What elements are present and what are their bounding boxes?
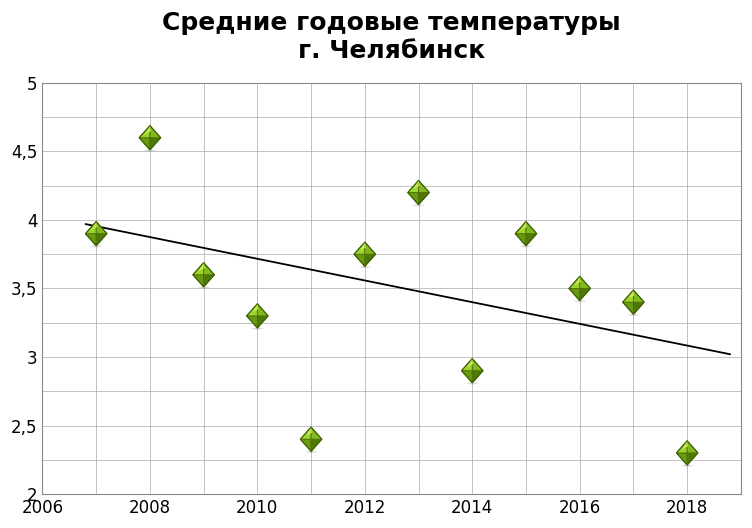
Polygon shape [150,138,161,150]
Polygon shape [676,453,687,465]
Polygon shape [569,288,580,300]
Polygon shape [462,359,472,371]
Polygon shape [311,439,322,451]
Polygon shape [580,288,590,300]
Polygon shape [144,149,156,152]
Title: Средние годовые температуры
г. Челябинск: Средние годовые температуры г. Челябинск [162,11,621,63]
Polygon shape [193,262,204,275]
Polygon shape [468,359,473,367]
Polygon shape [412,204,425,206]
Polygon shape [623,302,633,314]
Polygon shape [354,242,365,254]
Polygon shape [633,302,644,314]
Polygon shape [515,222,526,234]
Polygon shape [300,439,311,451]
Polygon shape [526,222,537,234]
Polygon shape [139,138,150,150]
Polygon shape [521,222,527,230]
Polygon shape [515,234,526,246]
Polygon shape [300,427,311,439]
Polygon shape [462,371,472,383]
Polygon shape [197,286,210,289]
Polygon shape [204,262,214,275]
Polygon shape [145,126,151,134]
Polygon shape [472,371,483,383]
Polygon shape [253,304,259,312]
Polygon shape [687,441,698,453]
Polygon shape [139,126,150,138]
Polygon shape [419,193,429,205]
Polygon shape [257,304,268,316]
Polygon shape [359,266,371,268]
Polygon shape [251,327,264,330]
Polygon shape [623,290,633,302]
Polygon shape [472,359,483,371]
Polygon shape [257,316,268,328]
Polygon shape [520,245,532,248]
Polygon shape [681,465,693,467]
Polygon shape [569,276,580,288]
Polygon shape [204,275,214,287]
Polygon shape [408,193,419,205]
Polygon shape [311,427,322,439]
Polygon shape [360,242,366,251]
Polygon shape [414,181,420,189]
Polygon shape [89,245,103,248]
Polygon shape [86,222,96,234]
Polygon shape [91,222,97,230]
Polygon shape [627,314,640,316]
Polygon shape [573,300,587,303]
Polygon shape [150,126,161,138]
Polygon shape [676,441,687,453]
Polygon shape [365,254,375,266]
Polygon shape [247,304,257,316]
Polygon shape [419,181,429,193]
Polygon shape [580,276,590,288]
Polygon shape [96,222,107,234]
Polygon shape [199,263,205,271]
Polygon shape [96,234,107,246]
Polygon shape [247,316,257,328]
Polygon shape [687,453,698,465]
Polygon shape [193,275,204,287]
Polygon shape [629,290,635,298]
Polygon shape [306,427,312,436]
Polygon shape [526,234,537,246]
Polygon shape [86,234,96,246]
Polygon shape [682,441,688,449]
Polygon shape [408,181,419,193]
Polygon shape [305,451,317,453]
Polygon shape [365,242,375,254]
Polygon shape [354,254,365,266]
Polygon shape [633,290,644,302]
Polygon shape [465,382,479,384]
Polygon shape [575,277,581,285]
